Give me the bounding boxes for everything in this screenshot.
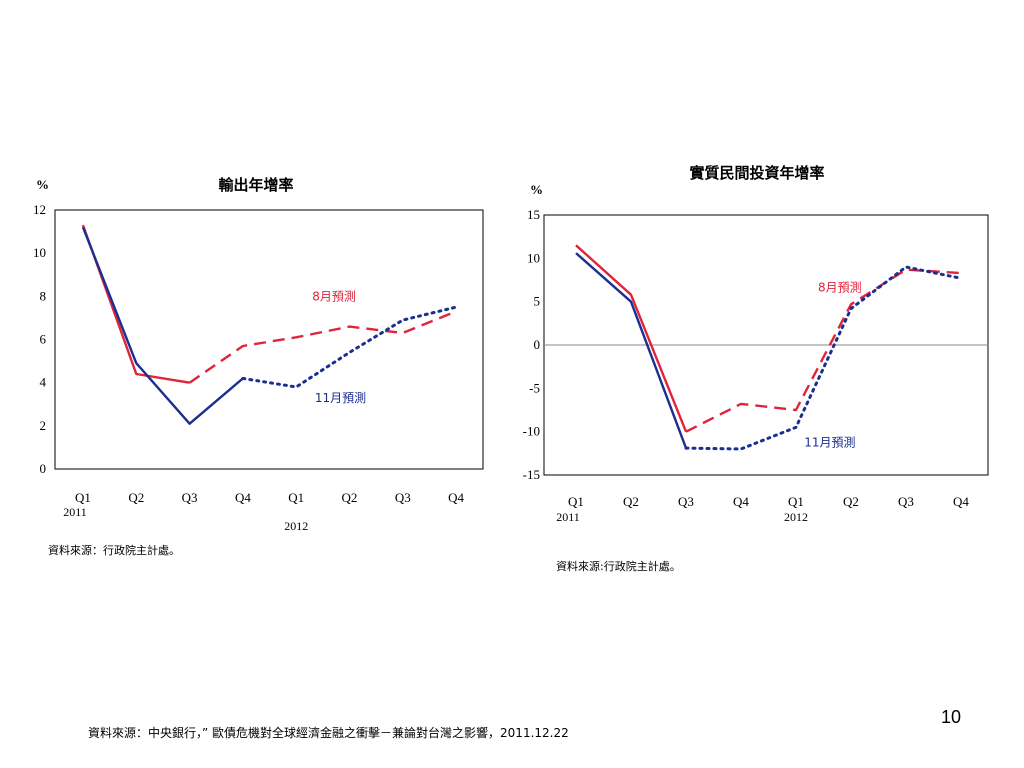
chart-source: 資料來源：行政院主計處。 bbox=[48, 543, 180, 557]
y-tick-label: 8 bbox=[40, 288, 47, 303]
y-tick-label: 0 bbox=[40, 461, 47, 476]
y-tick-label: -5 bbox=[529, 380, 540, 395]
series-lines bbox=[81, 224, 458, 425]
y-tick-label: 6 bbox=[40, 332, 47, 347]
x-tick-labels: Q1 Q2 Q3 Q4 Q1 Q2 Q3 Q4 bbox=[568, 494, 969, 509]
year-label: 2012 bbox=[784, 510, 808, 524]
x-tick-label: Q4 bbox=[953, 494, 969, 509]
annotations: 8月預測 11月預測 bbox=[312, 290, 366, 405]
x-tick-label: Q1 bbox=[75, 490, 91, 505]
page-number: 10 bbox=[941, 707, 962, 727]
x-tick-label: Q3 bbox=[182, 490, 198, 505]
x-tick-label: Q1 bbox=[788, 494, 804, 509]
series-red-solid bbox=[575, 244, 688, 433]
x-tick-label: Q2 bbox=[128, 490, 144, 505]
forecast-annotation: 11月預測 bbox=[804, 435, 855, 449]
plot-frame bbox=[54, 209, 484, 470]
series-blue-solid bbox=[575, 252, 688, 449]
series-blue-dotted bbox=[684, 265, 963, 451]
series-blue-dotted bbox=[241, 305, 458, 389]
y-tick-labels: -15 -10 -5 0 5 10 15 bbox=[523, 207, 540, 482]
year-label: 2011 bbox=[556, 510, 580, 524]
x-tick-label: Q3 bbox=[395, 490, 411, 505]
x-tick-labels: Q1 Q2 Q3 Q4 Q1 Q2 Q3 Q4 bbox=[75, 490, 464, 505]
series-blue-solid bbox=[81, 226, 244, 425]
y-tick-label: 10 bbox=[527, 250, 540, 265]
y-tick-labels: 0 2 4 6 8 10 12 bbox=[33, 202, 47, 476]
y-unit-label: % bbox=[530, 182, 543, 197]
forecast-annotation: 8月預測 bbox=[312, 290, 356, 304]
annotations: 8月預測 11月預測 bbox=[804, 280, 861, 449]
x-tick-label: Q3 bbox=[678, 494, 694, 509]
y-tick-label: -15 bbox=[523, 467, 540, 482]
x-tick-label: Q4 bbox=[235, 490, 251, 505]
y-tick-label: 5 bbox=[534, 294, 541, 309]
x-tick-label: Q2 bbox=[342, 490, 358, 505]
chart-source: 資料來源:行政院主計處。 bbox=[556, 559, 681, 573]
x-tick-label: Q4 bbox=[733, 494, 749, 509]
year-label: 2012 bbox=[284, 519, 308, 533]
y-tick-label: 2 bbox=[40, 418, 47, 433]
x-tick-label: Q2 bbox=[623, 494, 639, 509]
y-tick-label: 4 bbox=[40, 375, 47, 390]
year-label: 2011 bbox=[63, 505, 87, 519]
series-lines bbox=[575, 244, 963, 451]
x-tick-label: Q2 bbox=[843, 494, 859, 509]
x-tick-label: Q1 bbox=[288, 490, 304, 505]
x-tick-label: Q1 bbox=[568, 494, 584, 509]
y-tick-label: 0 bbox=[534, 337, 541, 352]
series-red-dashed bbox=[188, 310, 457, 384]
forecast-annotation: 11月預測 bbox=[315, 391, 366, 405]
x-tick-label: Q3 bbox=[898, 494, 914, 509]
chart-title: 輸出年增率 bbox=[218, 176, 293, 194]
y-tick-label: -10 bbox=[523, 424, 540, 439]
year-labels: 2011 2012 bbox=[63, 505, 308, 533]
forecast-annotation: 8月預測 bbox=[818, 280, 862, 294]
slide-footer-source: 資料來源：中央銀行，” 歐債危機對全球經濟金融之衝擊－兼論對台灣之影響，2011… bbox=[88, 726, 569, 740]
y-tick-label: 10 bbox=[33, 245, 46, 260]
chart-title: 實質民間投資年增率 bbox=[689, 164, 824, 182]
y-unit-label: % bbox=[36, 177, 49, 192]
year-labels: 2011 2012 bbox=[556, 510, 808, 524]
y-tick-label: 15 bbox=[527, 207, 540, 222]
y-tick-label: 12 bbox=[33, 202, 46, 217]
x-tick-label: Q4 bbox=[448, 490, 464, 505]
